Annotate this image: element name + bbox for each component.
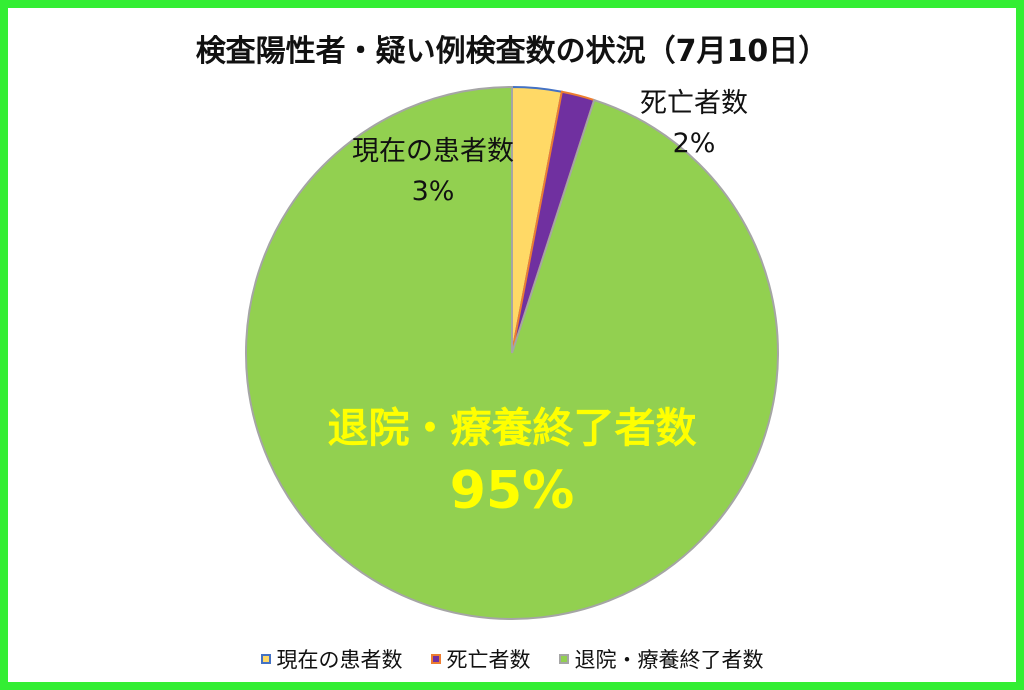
chart-title: 検査陽性者・疑い例検査数の状況（7月10日） (195, 34, 829, 69)
slice-label-deaths: 死亡者数 (640, 88, 748, 119)
slice-label-current-patients: 現在の患者数 (352, 136, 514, 167)
slice-value-current-patients: 3% (412, 176, 455, 207)
slice-value-recovered: 95% (450, 461, 574, 521)
legend-label-current-patients: 現在の患者数 (276, 648, 403, 672)
legend-item-deaths: 死亡者数 (430, 644, 531, 674)
legend-item-recovered: 退院・療養終了者数 (558, 644, 764, 674)
legend: 現在の患者数 死亡者数 退院・療養終了者数 (0, 644, 1024, 674)
legend-swatch-current-patients (260, 654, 271, 664)
legend-swatch-recovered (558, 654, 569, 664)
legend-swatch-deaths (430, 654, 441, 664)
slice-recovered (245, 85, 779, 620)
legend-label-deaths: 死亡者数 (446, 648, 531, 672)
legend-item-current-patients: 現在の患者数 (260, 644, 403, 674)
slice-label-recovered: 退院・療養終了者数 (328, 404, 697, 452)
legend-label-recovered: 退院・療養終了者数 (574, 648, 764, 672)
slice-value-deaths: 2% (673, 128, 716, 159)
